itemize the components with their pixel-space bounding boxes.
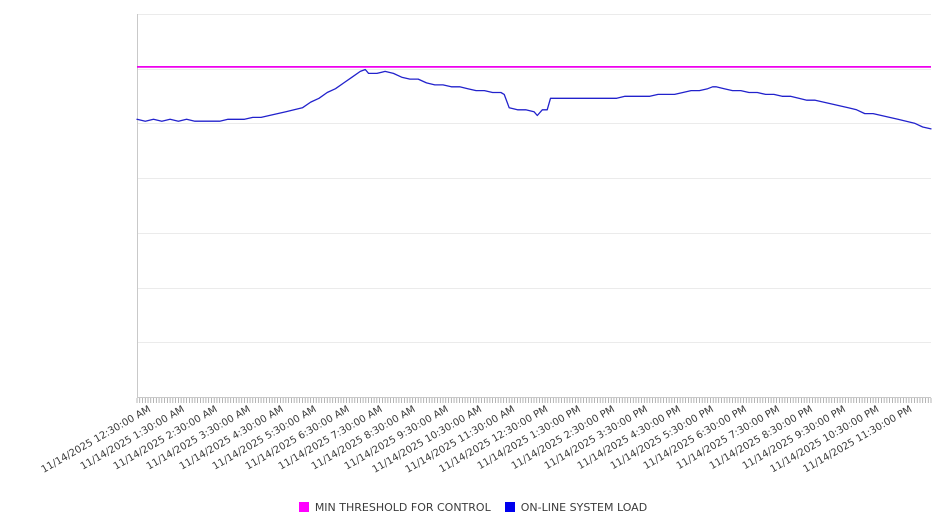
legend: MIN THRESHOLD FOR CONTROL ON-LINE SYSTEM…: [0, 498, 946, 516]
load-legend-label: ON-LINE SYSTEM LOAD: [520, 500, 648, 514]
online-system-load-line: [136, 68, 932, 130]
threshold-legend-swatch-icon: [298, 502, 309, 512]
load-legend-swatch-icon: [504, 502, 515, 512]
threshold-legend-label: MIN THRESHOLD FOR CONTROL: [314, 500, 491, 514]
legend-item-threshold[interactable]: MIN THRESHOLD FOR CONTROL: [298, 500, 491, 514]
gridlines: [137, 14, 931, 398]
x-axis-minor-ticks: [136, 398, 932, 403]
legend-item-load[interactable]: ON-LINE SYSTEM LOAD: [504, 500, 648, 514]
